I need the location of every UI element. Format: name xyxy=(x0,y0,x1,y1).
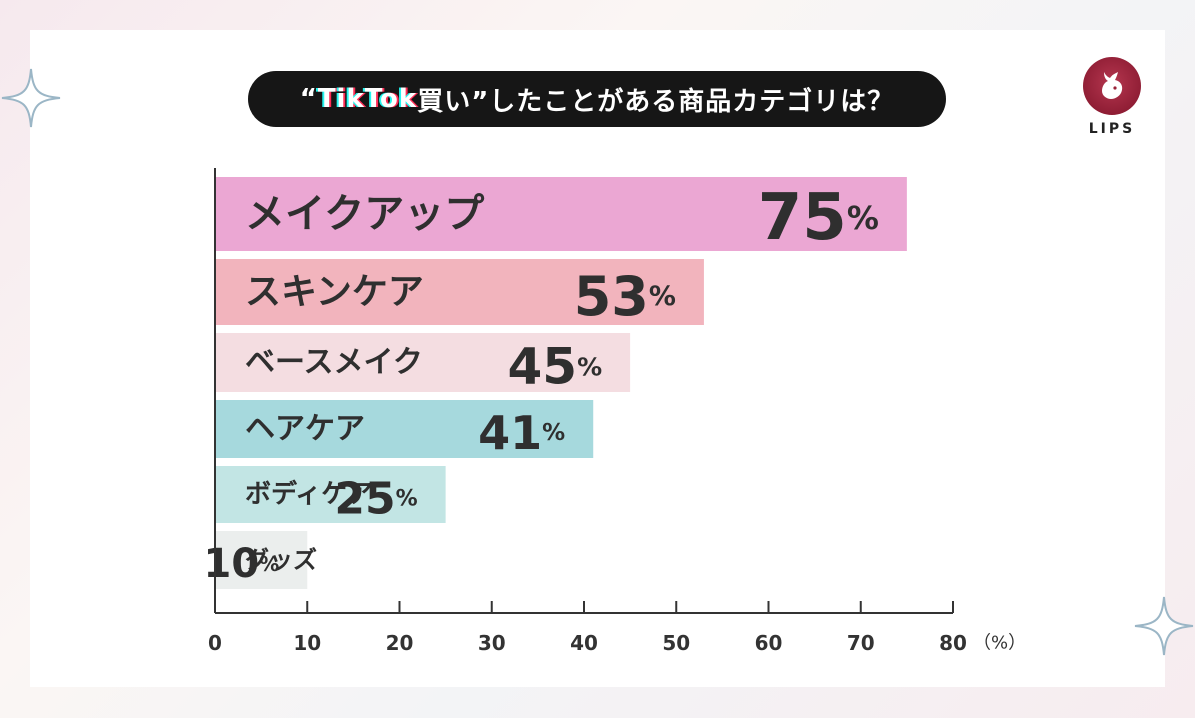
deer-icon xyxy=(1083,57,1141,115)
bar xyxy=(215,333,631,392)
bar xyxy=(215,531,308,589)
data-label: 53% xyxy=(574,265,676,328)
x-tick-label: 10 xyxy=(293,631,321,655)
data-label: 25% xyxy=(334,473,417,524)
category-label: スキンケア xyxy=(245,272,424,313)
bar xyxy=(215,400,594,458)
category-label: ヘアケア xyxy=(245,412,365,447)
category-label: ベースメイク xyxy=(245,345,423,380)
title-quote-open: “ xyxy=(299,84,318,114)
lips-logo: LIPS xyxy=(1083,57,1141,137)
x-tick-label: 20 xyxy=(386,631,414,655)
bar xyxy=(215,177,907,251)
data-label: 75% xyxy=(758,181,879,255)
category-label: ボディケア xyxy=(245,479,373,510)
category-label: グッズ xyxy=(245,546,317,574)
x-tick-label: 30 xyxy=(478,631,506,655)
category-label: メイクアップ xyxy=(245,191,484,237)
bar xyxy=(215,259,704,325)
x-tick-label: 60 xyxy=(755,631,783,655)
sparkle-icon xyxy=(1,68,61,128)
title-brand: TikTok xyxy=(317,84,418,114)
x-tick-label: 50 xyxy=(662,631,690,655)
x-tick-label: 0 xyxy=(208,631,222,655)
x-tick-label: 80 xyxy=(939,631,967,655)
x-tick-label: 40 xyxy=(570,631,598,655)
data-label: 45% xyxy=(507,338,602,396)
logo-text: LIPS xyxy=(1088,121,1136,137)
bar xyxy=(215,466,446,523)
chart-title: “TikTok 買い”したことがある商品カテゴリは？ xyxy=(248,71,946,127)
data-label: 41% xyxy=(478,406,565,460)
title-rest: 買い”したことがある商品カテゴリは？ xyxy=(417,86,895,117)
x-tick-label: 70 xyxy=(847,631,875,655)
sparkle-icon xyxy=(1134,596,1194,656)
x-axis-unit: （%） xyxy=(973,633,1026,654)
data-label: 10% xyxy=(204,541,280,587)
